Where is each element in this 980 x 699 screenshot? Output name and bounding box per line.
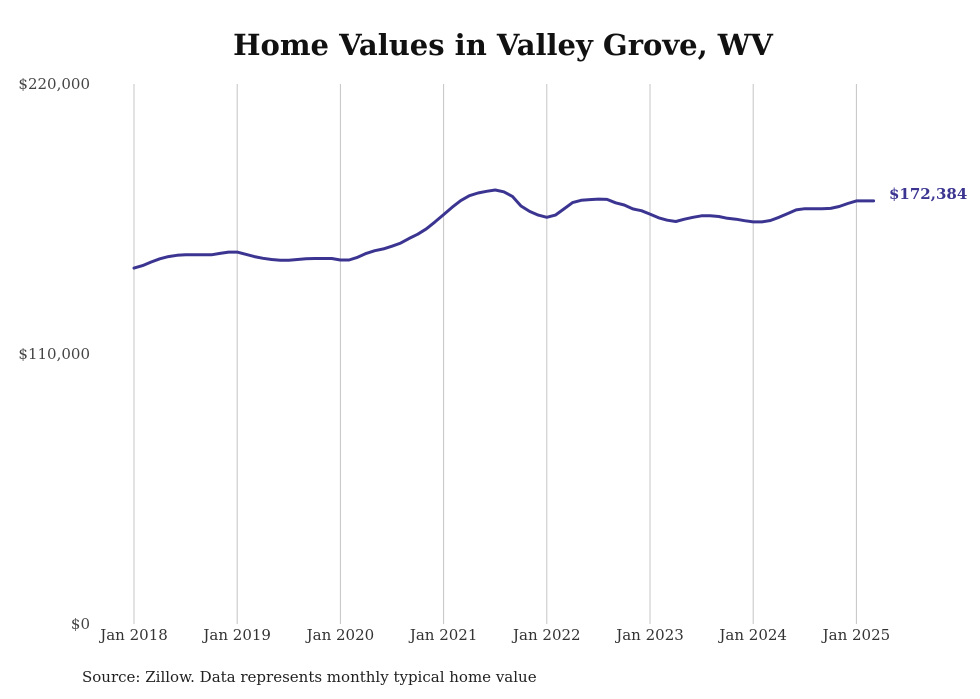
y-tick-label: $0 [71,615,90,633]
source-note: Source: Zillow. Data represents monthly … [82,668,537,686]
x-tick-label: Jan 2018 [98,626,168,644]
x-tick-label: Jan 2024 [717,626,787,644]
y-axis-ticks: $0 $110,000 $220,000 [18,75,90,633]
chart-title: Home Values in Valley Grove, WV [233,28,773,62]
x-axis-ticks: Jan 2018 Jan 2019 Jan 2020 Jan 2021 Jan 2022… [98,626,890,644]
x-tick-label: Jan 2019 [201,626,271,644]
gridlines [133,84,857,624]
series-layer: $172,384 [132,185,967,270]
x-tick-label: Jan 2022 [511,626,581,644]
y-tick-label: $110,000 [18,345,90,363]
x-tick-label: Jan 2025 [821,626,891,644]
y-tick-label: $220,000 [18,75,90,93]
x-tick-label: Jan 2021 [408,626,478,644]
x-tick-label: Jan 2023 [614,626,684,644]
x-tick-label: Jan 2020 [305,626,375,644]
end-value-label: $172,384 [889,185,967,203]
series-line [132,188,876,270]
